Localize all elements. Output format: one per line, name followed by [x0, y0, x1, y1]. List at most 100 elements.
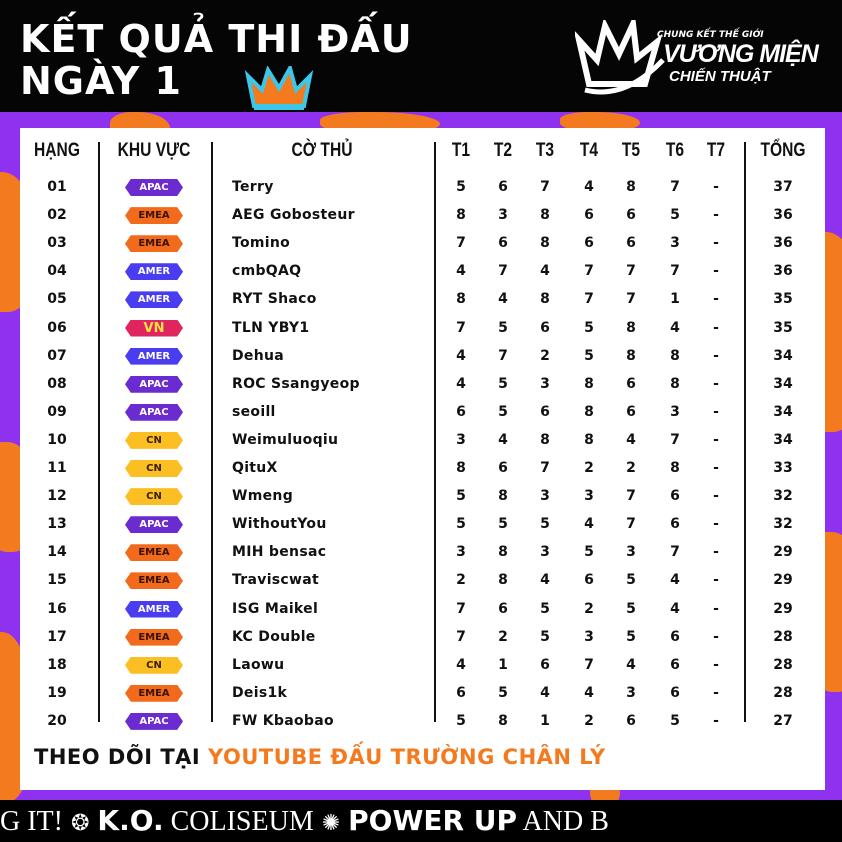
round-score: 8 — [456, 291, 466, 308]
round-score: 8 — [456, 460, 466, 476]
table-row: 18 CN Laowu 4 1 6 7 4 6 - 28 — [20, 653, 825, 681]
round-score: 8 — [498, 488, 508, 505]
round-score: 8 — [626, 319, 636, 336]
region-badge: EMEA — [125, 572, 183, 590]
rank: 14 — [47, 544, 67, 561]
table-row: 12 CN Wmeng 5 8 3 3 7 6 - 32 — [20, 484, 825, 512]
round-score: - — [713, 347, 719, 364]
round-score: 5 — [498, 684, 508, 701]
round-score: 7 — [540, 460, 550, 476]
column-header-t5: T5 — [621, 140, 641, 161]
round-score: 6 — [670, 684, 680, 701]
youtube-channel-link[interactable]: YOUTUBE ĐẤU TRƯỜNG CHÂN LÝ — [208, 745, 606, 769]
round-score: 5 — [584, 347, 594, 364]
round-score: 3 — [670, 403, 680, 420]
round-score: 3 — [670, 235, 680, 252]
round-score: 4 — [626, 656, 636, 673]
round-score: 6 — [626, 712, 636, 729]
round-score: 7 — [540, 179, 550, 195]
round-score: 5 — [626, 628, 636, 645]
player-name: KC Double — [232, 628, 316, 645]
region-badge: APAC — [125, 403, 183, 421]
round-score: 3 — [540, 544, 550, 561]
column-header-region: KHU VỰC — [117, 140, 191, 161]
round-score: 5 — [584, 544, 594, 561]
total-score: 34 — [773, 431, 793, 448]
round-score: 4 — [456, 375, 466, 392]
region-badge: EMEA — [125, 684, 183, 702]
total-score: 36 — [773, 235, 793, 252]
round-score: 3 — [626, 544, 636, 561]
column-header-t1: T1 — [451, 140, 471, 161]
rank: 01 — [47, 179, 67, 195]
round-score: 7 — [456, 235, 466, 252]
round-score: 2 — [540, 347, 550, 364]
round-score: 5 — [498, 319, 508, 336]
round-score: 4 — [584, 684, 594, 701]
round-score: 8 — [498, 544, 508, 561]
total-score: 29 — [773, 572, 793, 589]
player-name: QituX — [232, 460, 278, 476]
round-score: 5 — [498, 403, 508, 420]
rank: 04 — [47, 263, 67, 280]
table-row: 09 APAC seoill 6 5 6 8 6 3 - 34 — [20, 400, 825, 428]
player-name: Wmeng — [232, 488, 294, 505]
rank: 02 — [47, 207, 67, 224]
player-name: seoill — [232, 403, 276, 420]
player-name: WithoutYou — [232, 516, 327, 533]
round-score: 6 — [498, 235, 508, 252]
round-score: 6 — [540, 403, 550, 420]
table-row: 20 APAC FW Kbaobao 5 8 1 2 6 5 - 27 — [20, 709, 825, 737]
emblem-icon: ❂ — [70, 810, 90, 835]
region-badge: EMEA — [125, 235, 183, 253]
round-score: - — [713, 291, 719, 308]
total-score: 32 — [773, 516, 793, 533]
round-score: 4 — [456, 656, 466, 673]
round-score: 3 — [456, 544, 466, 561]
round-score: 6 — [498, 600, 508, 617]
player-name: TLN YBY1 — [232, 319, 310, 336]
player-name: RYT Shaco — [232, 291, 317, 308]
follow-banner: THEO DÕI TẠI YOUTUBE ĐẤU TRƯỜNG CHÂN LÝ — [34, 745, 606, 769]
region-badge: EMEA — [125, 544, 183, 562]
total-score: 27 — [773, 712, 793, 729]
round-score: - — [713, 403, 719, 420]
round-score: 7 — [456, 628, 466, 645]
table-row: 15 EMEA Traviscwat 2 8 4 6 5 4 - 29 — [20, 568, 825, 596]
region-badge: CN — [125, 460, 183, 477]
table-row: 07 AMER Dehua 4 7 2 5 8 8 - 34 — [20, 344, 825, 372]
round-score: - — [713, 572, 719, 589]
round-score: 6 — [584, 572, 594, 589]
total-score: 33 — [773, 460, 793, 476]
round-score: 8 — [498, 712, 508, 729]
round-score: 8 — [670, 347, 680, 364]
round-score: 5 — [540, 600, 550, 617]
table-row: 02 EMEA AEG Gobosteur 8 3 8 6 6 5 - 36 — [20, 203, 825, 231]
round-score: 7 — [626, 488, 636, 505]
player-name: Terry — [232, 179, 274, 195]
round-score: - — [713, 319, 719, 336]
player-name: FW Kbaobao — [232, 712, 334, 729]
ticker-strip: G IT! ❂ K.O. COLISEUM ✺ POWER UP AND B — [0, 800, 842, 842]
round-score: 4 — [584, 179, 594, 195]
player-name: Traviscwat — [232, 572, 319, 589]
round-score: 8 — [584, 375, 594, 392]
round-score: 8 — [540, 291, 550, 308]
round-score: - — [713, 600, 719, 617]
rank: 18 — [47, 656, 67, 673]
column-header-t2: T2 — [493, 140, 513, 161]
total-score: 32 — [773, 488, 793, 505]
round-score: 2 — [584, 712, 594, 729]
round-score: 7 — [626, 263, 636, 280]
round-score: 7 — [584, 263, 594, 280]
round-score: 7 — [456, 319, 466, 336]
round-score: - — [713, 179, 719, 195]
round-score: 8 — [540, 207, 550, 224]
rank: 15 — [47, 572, 67, 589]
rank: 09 — [47, 403, 67, 420]
rank: 20 — [47, 712, 67, 729]
round-score: 7 — [670, 263, 680, 280]
round-score: 4 — [540, 263, 550, 280]
player-name: ROC Ssangyeop — [232, 375, 360, 392]
round-score: 4 — [670, 572, 680, 589]
